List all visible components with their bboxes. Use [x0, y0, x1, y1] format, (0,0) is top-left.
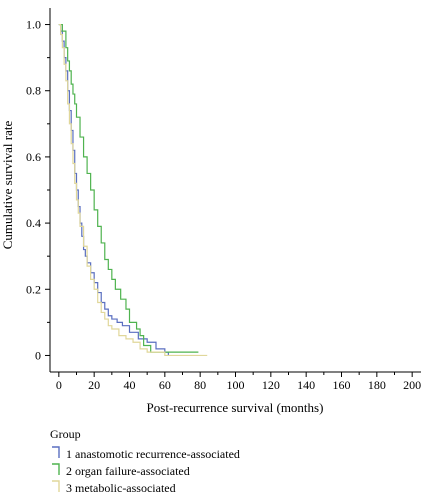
x-ticks: 0 20 40 60 80 100 120 140 160 180 200	[56, 372, 421, 392]
x-tick-label: 120	[262, 378, 280, 392]
legend-swatch-3	[52, 480, 60, 492]
x-tick-label: 180	[368, 378, 386, 392]
x-tick-label: 60	[159, 378, 171, 392]
legend-items: 1 anastomotic recurrence-associated 2 org…	[52, 446, 240, 495]
x-tick-label: 40	[124, 378, 136, 392]
x-tick-label: 200	[403, 378, 421, 392]
x-tick-label: 160	[333, 378, 351, 392]
x-tick-label: 140	[297, 378, 315, 392]
legend-swatch-1	[52, 446, 60, 458]
x-axis-title: Post-recurrence survival (months)	[147, 400, 324, 415]
series-line-3	[58, 23, 208, 357]
legend-label-3: 3 metabolic-associated	[66, 481, 176, 495]
y-ticks: 0 0.2 0.4 0.6 0.8 1.0	[26, 18, 50, 362]
legend-swatch-2	[52, 463, 60, 475]
series-line-2	[58, 23, 199, 353]
x-tick-label: 20	[88, 378, 100, 392]
y-axis-title: Cumulative survival rate	[0, 121, 15, 250]
y-tick-label: 0	[35, 348, 41, 362]
series-line-1	[58, 23, 169, 356]
x-tick-label: 80	[194, 378, 206, 392]
y-tick-label: 0.6	[26, 150, 41, 164]
x-tick-label: 0	[56, 378, 62, 392]
legend: Group 1 anastomotic recurrence-associate…	[50, 427, 240, 495]
y-tick-label: 0.4	[26, 216, 41, 230]
axes: 0 20 40 60 80 100 120 140 160 180 200 0 0.2 0.4 0.6 0.…	[26, 8, 421, 392]
legend-title: Group	[50, 427, 81, 441]
x-tick-label: 100	[227, 378, 245, 392]
y-tick-label: 0.2	[26, 282, 41, 296]
series-layer	[58, 23, 208, 357]
legend-label-2: 2 organ failure-associated	[66, 464, 190, 478]
y-tick-label: 0.8	[26, 84, 41, 98]
legend-label-1: 1 anastomotic recurrence-associated	[66, 447, 240, 461]
y-tick-label: 1.0	[26, 18, 41, 32]
